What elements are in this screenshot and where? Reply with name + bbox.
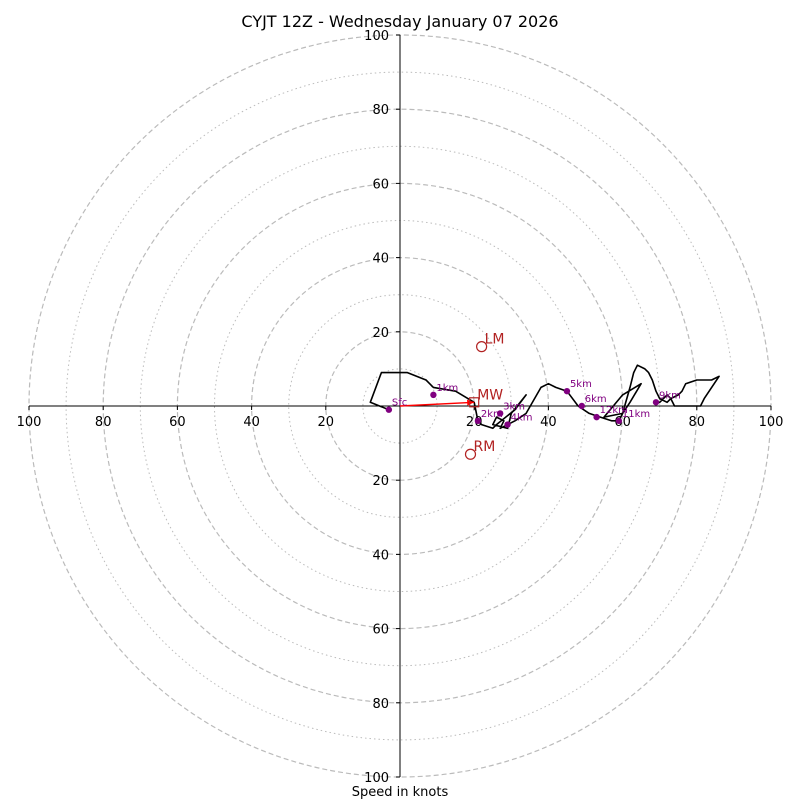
y-tick-label-6: 40 xyxy=(372,548,389,563)
y-tick-label-9: 100 xyxy=(364,771,389,786)
height-marker-dot-9km xyxy=(652,399,660,406)
storm-motion-label-lm: LM xyxy=(485,332,505,348)
y-tick-label-0: 100 xyxy=(364,29,389,44)
height-marker-label-5km: 5km xyxy=(570,379,592,390)
y-tick-label-1: 80 xyxy=(372,103,389,118)
y-tick-label-8: 80 xyxy=(372,697,389,712)
x-tick-label-9: 100 xyxy=(759,415,784,430)
x-tick-label-4: 20 xyxy=(318,415,335,430)
height-marker-label-Sfc: Sfc xyxy=(392,398,407,409)
height-marker-label-6km: 6km xyxy=(585,394,607,405)
y-tick-label-4: 20 xyxy=(372,326,389,341)
height-marker-dot-Sfc xyxy=(385,406,393,413)
height-marker-label-3km: 3km xyxy=(503,401,525,412)
y-tick-label-5: 20 xyxy=(372,474,389,489)
x-tick-label-0: 100 xyxy=(17,415,42,430)
x-axis-label: Speed in knots xyxy=(352,785,449,800)
height-marker-dot-11km xyxy=(615,417,623,425)
mean-wind-arrow-head xyxy=(467,399,475,406)
height-marker-dot-4km xyxy=(504,421,511,428)
height-marker-label-4km: 4km xyxy=(511,413,533,424)
x-tick-label-3: 40 xyxy=(243,415,260,430)
height-marker-dot-2km xyxy=(474,417,482,425)
height-marker-label-2km: 2km xyxy=(481,409,503,420)
height-marker-label-11km: 11km xyxy=(622,409,650,420)
storm-motion-marker-mw xyxy=(469,397,480,408)
height-marker-dot-12km xyxy=(593,413,600,421)
y-tick-label-2: 60 xyxy=(372,177,389,192)
x-tick-label-6: 40 xyxy=(540,415,557,430)
storm-motion-marker-rm xyxy=(464,448,477,460)
y-tick-label-3: 40 xyxy=(372,252,389,267)
storm-motion-label-rm: RM xyxy=(473,439,495,455)
height-marker-label-12km: 12km xyxy=(600,405,628,416)
x-tick-label-8: 80 xyxy=(689,415,706,430)
x-tick-label-1: 80 xyxy=(95,415,112,430)
tick-labels: 100 80 60 40 20 20 40 60 80 100100806040202040608… xyxy=(17,29,784,786)
mean-wind-arrow-shaft xyxy=(399,401,475,407)
height-marker-label-1km: 1km xyxy=(436,383,458,394)
storm-motion-marker-lm xyxy=(476,341,488,353)
height-marker-dot-3km xyxy=(496,410,504,417)
chart-title: CYJT 12Z - Wednesday January 07 2026 xyxy=(241,12,558,31)
height-marker-dot-1km xyxy=(430,391,437,399)
height-marker-label-9km: 9km xyxy=(659,390,681,401)
storm-motion-markers: LM MW RM xyxy=(464,332,505,460)
x-tick-label-2: 60 xyxy=(169,415,186,430)
storm-motion-label-mw: MW xyxy=(477,387,503,403)
height-marker-dot-5km xyxy=(563,387,571,395)
y-tick-label-7: 60 xyxy=(372,623,389,638)
height-marker-dot-6km xyxy=(578,402,585,410)
